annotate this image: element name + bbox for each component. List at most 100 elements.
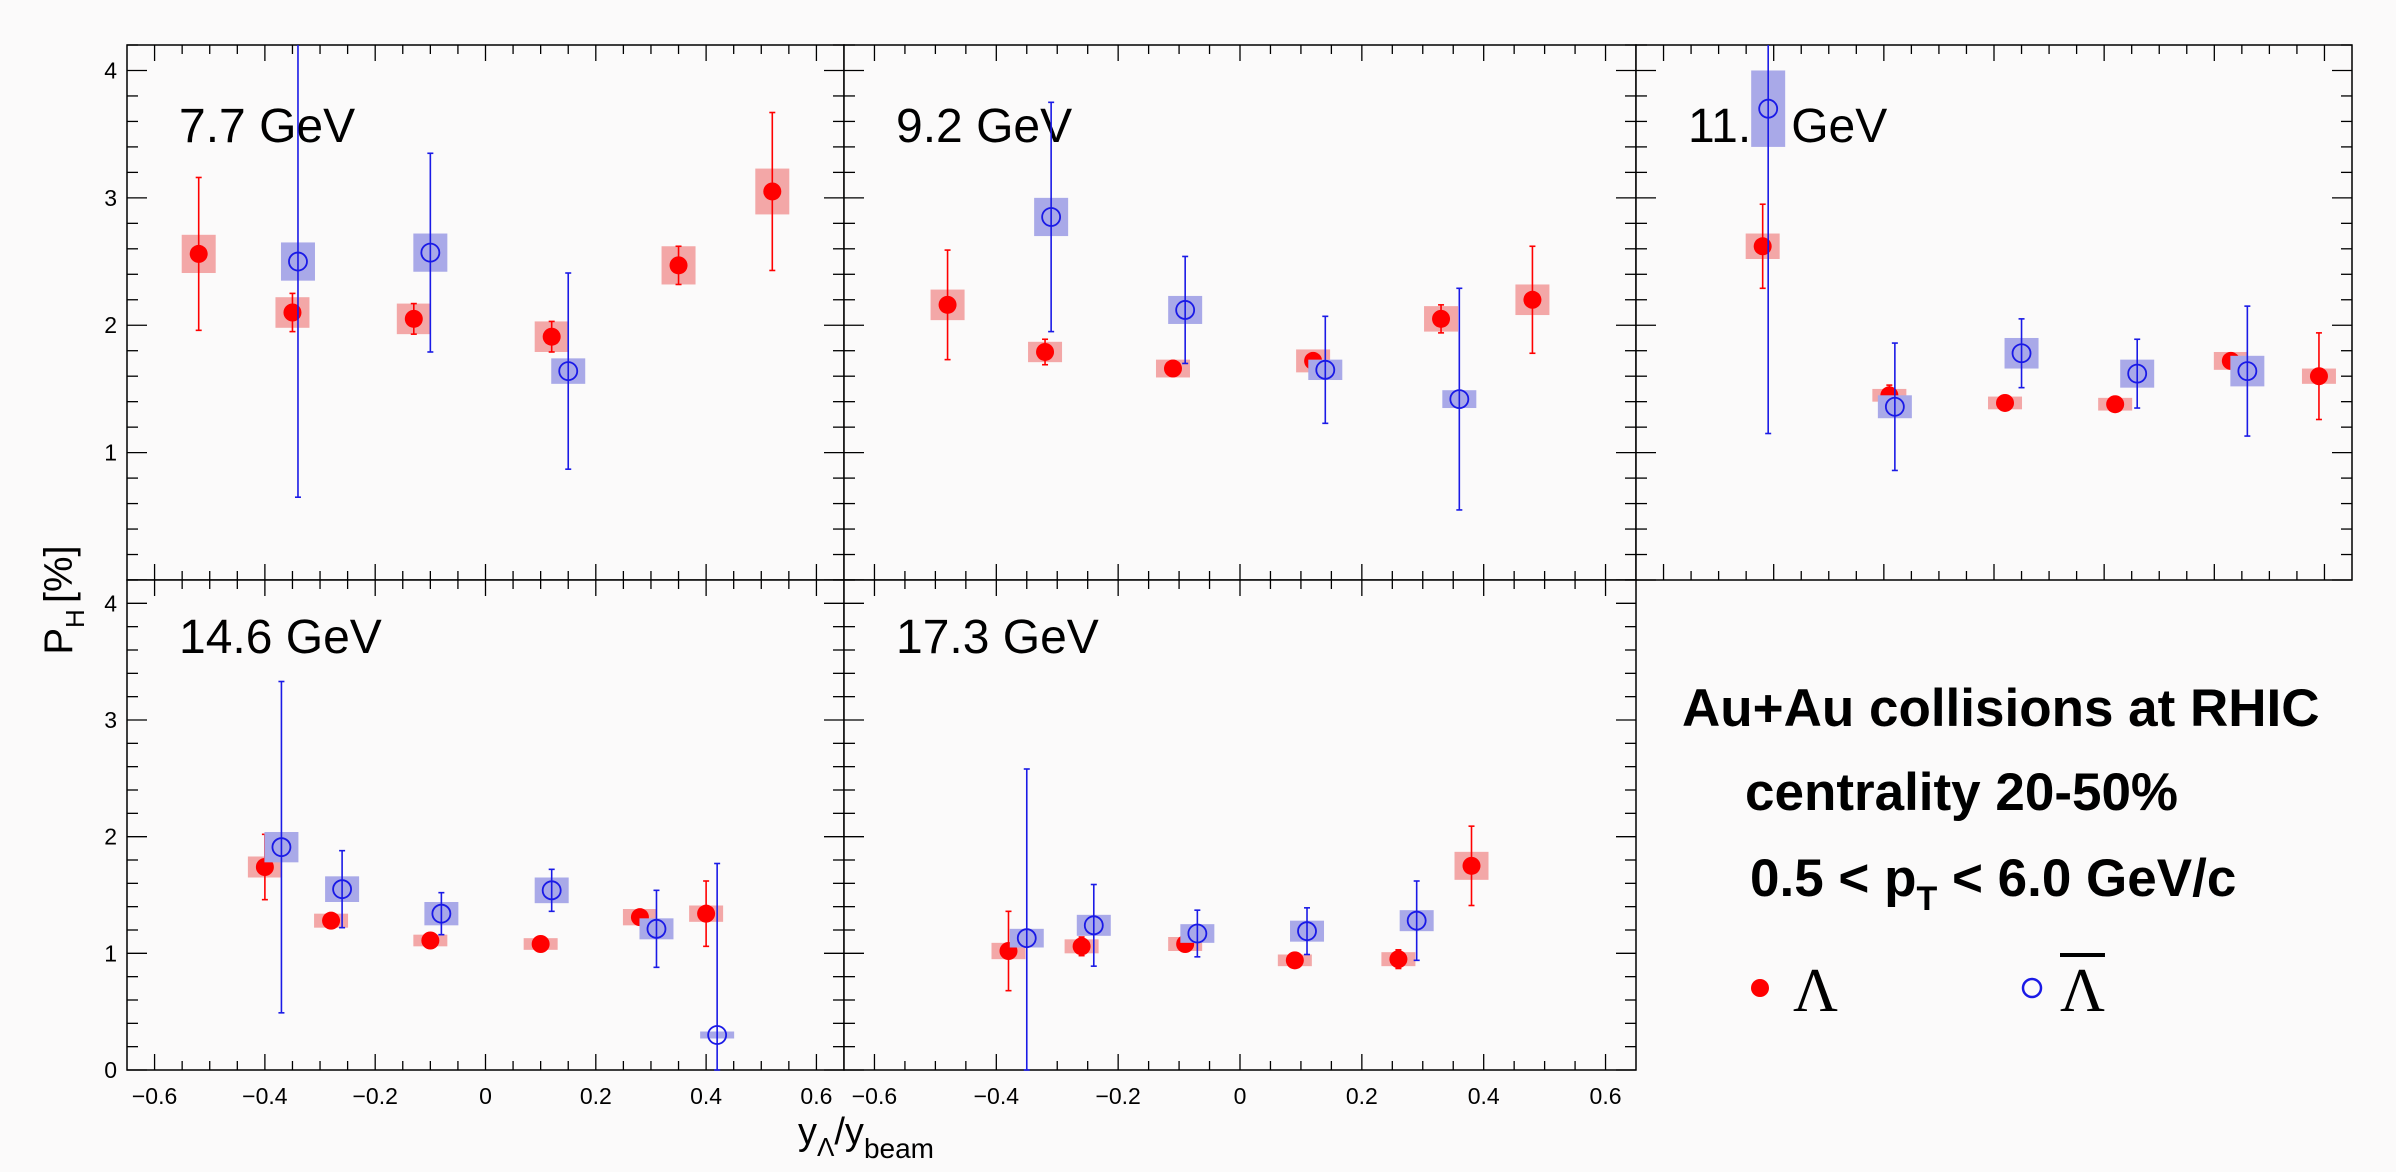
x-axis-title-part: beam	[864, 1133, 934, 1164]
panel-frame	[126, 44, 845, 581]
panel-label: 14.6 GeV	[179, 611, 382, 664]
antilambda-point	[332, 879, 353, 900]
lambda-point	[938, 295, 957, 314]
legend-lambda-marker	[1751, 979, 1769, 997]
y-tick-label: 1	[104, 940, 117, 966]
antilambda-point	[1315, 359, 1336, 380]
panel-label: 7.7 GeV	[179, 100, 355, 153]
lambda-point	[189, 244, 208, 263]
info-pt-range: 0.5 < pT < 6.0 GeV/c	[1750, 848, 2237, 918]
x-tick-label: −0.6	[852, 1083, 897, 1109]
panel-label: 9.2 GeV	[896, 100, 1072, 153]
lambda-point	[1432, 309, 1451, 328]
info-pt-sub: T	[1916, 880, 1938, 918]
x-tick-label: 0.2	[580, 1083, 612, 1109]
panel-17-3-gev: −0.6 −0.4 −0.2 0 0.2 0.4 0.6 17.3 GeV	[843, 579, 1637, 1109]
y-tick-label: 3	[104, 185, 117, 211]
antilambda-point	[1083, 915, 1104, 936]
panel-9-2-gev: 9.2 GeV	[843, 44, 1637, 581]
x-tick-label: −0.6	[132, 1083, 177, 1109]
lambda-point	[404, 309, 423, 328]
antilambda-point	[707, 1025, 728, 1045]
lambda-point	[1523, 290, 1542, 309]
lambda-point	[421, 931, 440, 950]
lambda-point	[255, 858, 274, 876]
lambda-point	[2106, 395, 2125, 414]
legend-lambda-label: Λ	[1793, 957, 1838, 1025]
y-tick-label: 2	[104, 312, 117, 338]
x-tick-label: 0.6	[800, 1083, 832, 1109]
y-tick-label: 3	[104, 707, 117, 733]
lambda-point	[322, 911, 341, 930]
lambda-point	[1753, 237, 1772, 256]
x-axis-title-part: y	[798, 1111, 817, 1153]
antilambda-point	[1758, 98, 1779, 119]
legend-antilambda-marker	[2021, 977, 2043, 999]
info-pt-pre: 0.5 < p	[1750, 849, 1917, 908]
antilambda-point	[1041, 207, 1062, 227]
x-tick-label: 0.4	[1468, 1083, 1500, 1109]
x-tick-label: −0.2	[1095, 1083, 1140, 1109]
y-tick-label: 1	[104, 440, 117, 466]
antilambda-point	[1449, 389, 1470, 410]
lambda-point	[531, 935, 550, 953]
lambda-point	[1072, 937, 1091, 956]
panel-label: 11.5 GeV	[1688, 100, 1887, 153]
lambda-point	[1389, 950, 1408, 969]
x-tick-label: 0.6	[1590, 1083, 1622, 1109]
x-tick-label: −0.2	[352, 1083, 397, 1109]
lambda-point	[697, 904, 716, 923]
antilambda-point	[541, 880, 562, 901]
y-tick-label: 4	[104, 590, 117, 616]
y-tick-label: 0	[104, 1057, 117, 1083]
panel-14-6-gev: 0 1 2 3 4 −0.6 −0.4 −0.2 0 0.2 0.4 0.6 14.6 GeV	[104, 579, 845, 1109]
lambda-point	[1036, 342, 1055, 361]
antilambda-point	[420, 242, 441, 263]
panel-7-7-gev: 1 2 3 4 7.7 GeV	[104, 44, 845, 581]
antilambda-point	[646, 918, 667, 939]
lambda-point	[2309, 367, 2328, 386]
panel-frame	[843, 579, 1637, 1071]
antilambda-point	[431, 903, 452, 924]
y-axis-title-main: P	[37, 628, 81, 655]
y-tick-label: 2	[104, 824, 117, 850]
antilambda-point	[1016, 928, 1037, 949]
antilambda-point	[2011, 343, 2032, 364]
antilambda-point	[2127, 363, 2148, 384]
antilambda-point	[1884, 396, 1905, 417]
info-centrality: centrality 20-50%	[1745, 763, 2179, 822]
antilambda-point	[271, 837, 292, 858]
panel-frame	[843, 44, 1637, 581]
antilambda-point	[2237, 361, 2258, 381]
antilambda-point	[1187, 923, 1208, 944]
y-axis-title-unit: [%]	[37, 545, 81, 603]
x-tick-label: 0	[479, 1083, 492, 1109]
lambda-point	[669, 256, 688, 275]
x-axis-title: yΛ/ybeam	[798, 1111, 934, 1164]
antilambda-point	[288, 251, 308, 272]
legend-antilambda-label: Λ	[2060, 957, 2105, 1025]
x-tick-label: −0.4	[242, 1083, 288, 1109]
panel-label: 17.3 GeV	[896, 611, 1099, 664]
antilambda-point	[1175, 300, 1196, 320]
x-axis-title-part: /y	[834, 1111, 864, 1153]
antilambda-point	[558, 361, 579, 381]
lambda-point	[283, 303, 302, 322]
panel-11-5-gev: 11.5 GeV	[1635, 44, 2353, 581]
antilambda-point	[1297, 921, 1317, 942]
lambda-point	[1285, 951, 1304, 970]
panel-frame	[126, 579, 845, 1071]
x-tick-label: −0.4	[974, 1083, 1020, 1109]
info-box: Au+Au collisions at RHIC centrality 20-5…	[1640, 640, 2380, 1040]
antilambda-point	[1406, 910, 1427, 931]
lambda-point	[542, 327, 561, 346]
y-axis-title-sub: H	[60, 609, 90, 628]
x-tick-label: 0.4	[690, 1083, 722, 1109]
y-tick-label: 4	[104, 57, 117, 83]
x-axis-title-part: Λ	[817, 1132, 835, 1162]
info-pt-post: < 6.0 GeV/c	[1937, 849, 2237, 908]
x-tick-label: 0	[1234, 1083, 1247, 1109]
lambda-point	[763, 182, 782, 201]
y-axis-title: PH [%]	[37, 545, 90, 654]
